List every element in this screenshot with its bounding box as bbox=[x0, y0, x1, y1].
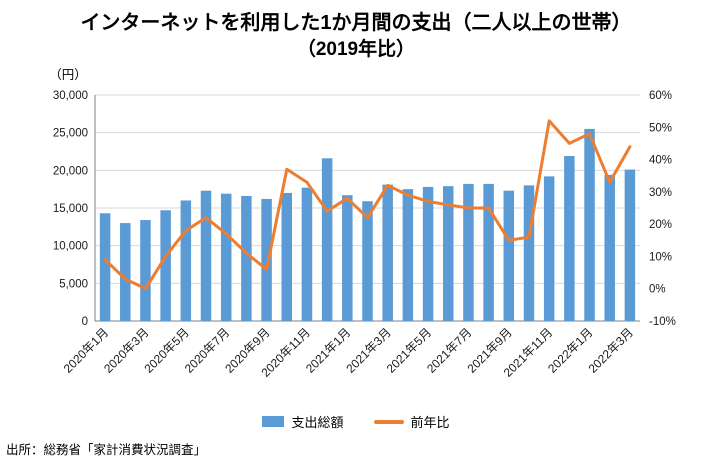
line-series-swatch bbox=[373, 419, 404, 424]
bar bbox=[362, 201, 373, 321]
bar bbox=[624, 169, 636, 321]
right-axis-tick-label: 20% bbox=[649, 219, 672, 231]
right-axis-tick-label: 50% bbox=[649, 122, 672, 134]
bar bbox=[99, 213, 111, 321]
bar bbox=[483, 183, 494, 321]
left-axis-tick-label: 20,000 bbox=[53, 165, 88, 177]
bar bbox=[523, 185, 535, 321]
bar bbox=[220, 193, 232, 321]
bar bbox=[160, 210, 171, 321]
left-axis-tick-label: 0 bbox=[82, 316, 88, 328]
bar bbox=[342, 195, 353, 321]
bar bbox=[140, 220, 151, 321]
right-axis-tick-label: 10% bbox=[649, 251, 672, 263]
left-axis-tick-label: 5,000 bbox=[59, 278, 88, 290]
bar bbox=[241, 195, 252, 321]
left-axis-tick-label: 10,000 bbox=[53, 241, 88, 253]
legend-item-total-spending: 支出総額 bbox=[262, 412, 344, 431]
chart-title-line1: インターネットを利用した1か月間の支出（二人以上の世帯） bbox=[80, 12, 632, 34]
bar bbox=[543, 176, 555, 321]
bar bbox=[564, 156, 575, 321]
bar bbox=[261, 198, 272, 321]
left-axis-tick-label: 30,000 bbox=[53, 90, 88, 102]
bar bbox=[301, 187, 313, 321]
bar-series-swatch bbox=[262, 416, 285, 427]
bar bbox=[604, 174, 615, 321]
legend-label-total-spending: 支出総額 bbox=[291, 415, 344, 430]
bar bbox=[180, 200, 192, 321]
bar bbox=[584, 128, 595, 321]
legend-item-yoy: 前年比 bbox=[373, 412, 450, 431]
right-axis-tick-label: 40% bbox=[649, 155, 672, 167]
bar bbox=[442, 186, 454, 321]
bar bbox=[321, 158, 333, 321]
bar bbox=[120, 223, 131, 321]
left-axis-tick-label: 15,000 bbox=[53, 203, 88, 215]
right-axis-tick-label: -10% bbox=[649, 316, 676, 328]
bar bbox=[382, 184, 393, 321]
right-axis-tick-label: 60% bbox=[649, 90, 672, 102]
bar bbox=[200, 190, 212, 321]
bar bbox=[503, 190, 515, 321]
legend: 支出総額 前年比 bbox=[0, 412, 712, 431]
bar bbox=[281, 192, 293, 321]
source-note: 出所：総務省「家計消費状況調査」 bbox=[6, 443, 207, 457]
chart-title-line2: （2019年比） bbox=[296, 39, 416, 60]
legend-label-yoy: 前年比 bbox=[410, 415, 450, 430]
right-axis-tick-label: 0% bbox=[649, 284, 666, 296]
bar bbox=[463, 183, 474, 321]
yoy-line bbox=[103, 119, 632, 291]
left-axis-unit-label: （円） bbox=[49, 68, 87, 82]
bar bbox=[422, 186, 434, 321]
left-axis-tick-label: 25,000 bbox=[53, 128, 88, 140]
bar bbox=[402, 189, 414, 321]
right-axis-tick-label: 30% bbox=[649, 187, 672, 199]
